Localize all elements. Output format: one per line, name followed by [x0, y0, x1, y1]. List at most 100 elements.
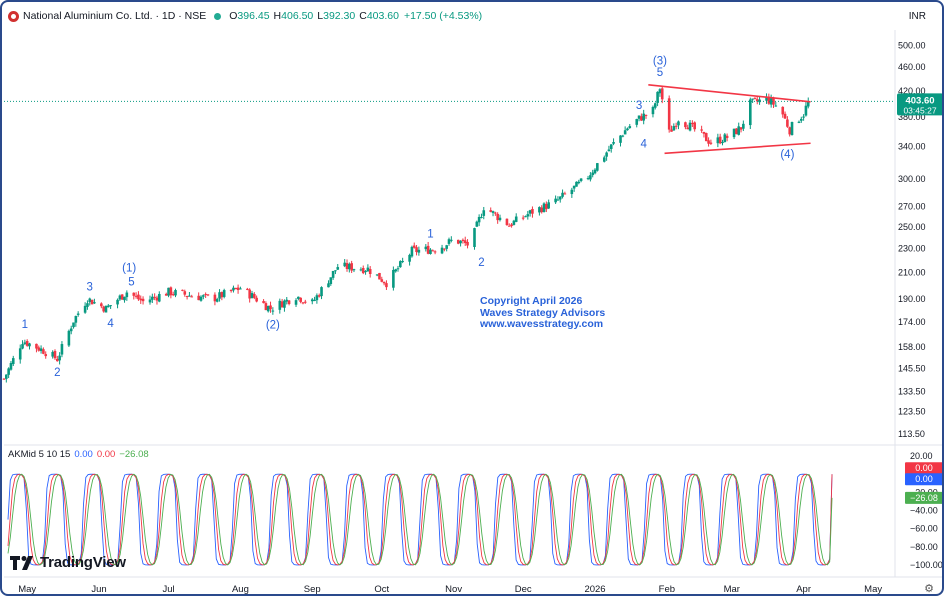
candle-body: [28, 343, 31, 347]
candle-body: [767, 96, 771, 104]
settings-gear-icon[interactable]: ⚙: [924, 583, 934, 595]
candle: [56, 355, 59, 362]
candle-body: [635, 119, 639, 125]
candle: [677, 120, 680, 130]
candle: [556, 196, 560, 201]
candle: [417, 246, 421, 256]
candle-body: [213, 294, 217, 302]
candle: [443, 248, 446, 252]
time-axis-label: Oct: [374, 584, 389, 595]
candle: [749, 97, 752, 130]
candle-body: [58, 355, 61, 361]
candle-body: [313, 299, 316, 301]
candle: [250, 290, 254, 299]
candle: [83, 302, 87, 314]
candle: [491, 210, 495, 217]
candle: [577, 179, 581, 185]
indicator-tag-blue-box: [905, 473, 942, 486]
candle-body: [653, 103, 657, 108]
time-axis-label: Dec: [515, 584, 532, 595]
candle-body: [37, 347, 41, 351]
price-axis-tick: 500.00: [898, 40, 926, 50]
tradingview-logo-icon: [10, 555, 33, 570]
candle: [35, 343, 38, 353]
candle: [269, 301, 272, 313]
candle-body: [426, 245, 430, 254]
candle-body: [494, 212, 497, 214]
candle-body: [378, 272, 381, 280]
candle-body: [185, 296, 189, 298]
candle: [765, 93, 768, 104]
candle-body: [350, 263, 353, 271]
candle: [593, 168, 597, 175]
trendline: [664, 142, 811, 155]
candle-body: [2, 378, 6, 380]
candle-body: [686, 127, 690, 130]
candle-body: [86, 303, 89, 307]
candle-body: [169, 287, 173, 296]
candle: [806, 97, 810, 109]
tradingview-logo[interactable]: TradingView: [10, 554, 126, 571]
candle-body: [380, 279, 384, 282]
candle-body: [556, 199, 560, 201]
candle: [392, 266, 395, 291]
candle-body: [304, 301, 307, 303]
candle-body: [621, 135, 625, 137]
candle: [271, 307, 275, 315]
candle: [206, 294, 210, 297]
candle-body: [456, 239, 460, 244]
symbol-title[interactable]: National Aluminium Co. Ltd. · 1D · NSE: [23, 10, 207, 22]
candle-body: [74, 315, 78, 323]
candle-body: [151, 296, 154, 300]
candle: [401, 257, 404, 264]
candle-body: [607, 149, 611, 152]
candle-body: [466, 241, 469, 246]
candle: [563, 191, 567, 195]
candle-body: [577, 181, 581, 184]
wave-label: 5: [128, 276, 134, 288]
candle: [11, 355, 15, 367]
candle-body: [477, 216, 481, 223]
candle: [591, 169, 594, 178]
candle: [53, 349, 57, 360]
candle-body: [229, 289, 233, 292]
candle-body: [707, 140, 710, 144]
candle: [39, 345, 43, 354]
candle-body: [644, 114, 648, 116]
candle-body: [570, 189, 574, 195]
close-value: 403.60: [366, 10, 399, 22]
candle: [463, 236, 467, 246]
indicator-tag-red-box: [905, 462, 942, 475]
candle: [246, 287, 249, 291]
currency-label[interactable]: INR: [908, 11, 926, 22]
candle: [90, 299, 94, 305]
candle-body: [572, 185, 576, 189]
candle-body: [206, 294, 210, 296]
candle: [132, 292, 136, 300]
candle: [352, 268, 356, 273]
candle: [788, 126, 792, 137]
candle-body: [480, 216, 483, 218]
candle-body: [310, 299, 314, 302]
tradingview-wordmark: TradingView: [40, 554, 126, 571]
indicator-tag-red: 0.00: [915, 463, 933, 473]
candle-body: [667, 98, 671, 130]
candle-body: [334, 270, 337, 272]
candle-body: [368, 269, 372, 274]
candle: [512, 219, 516, 226]
candle-body: [790, 121, 794, 135]
candle-body: [540, 207, 544, 213]
candle: [579, 178, 583, 183]
indicator-header[interactable]: AKMid 5 10 15 0.00 0.00 −26.08: [8, 449, 153, 460]
candle: [361, 265, 365, 275]
candle-body: [589, 175, 592, 180]
candle-body: [239, 288, 242, 290]
candle-body: [271, 310, 275, 312]
candle: [621, 134, 625, 138]
candle-body: [415, 247, 418, 253]
candle: [313, 296, 316, 302]
candle-body: [447, 239, 451, 244]
candle-body: [104, 305, 108, 313]
candle-body: [554, 198, 557, 203]
